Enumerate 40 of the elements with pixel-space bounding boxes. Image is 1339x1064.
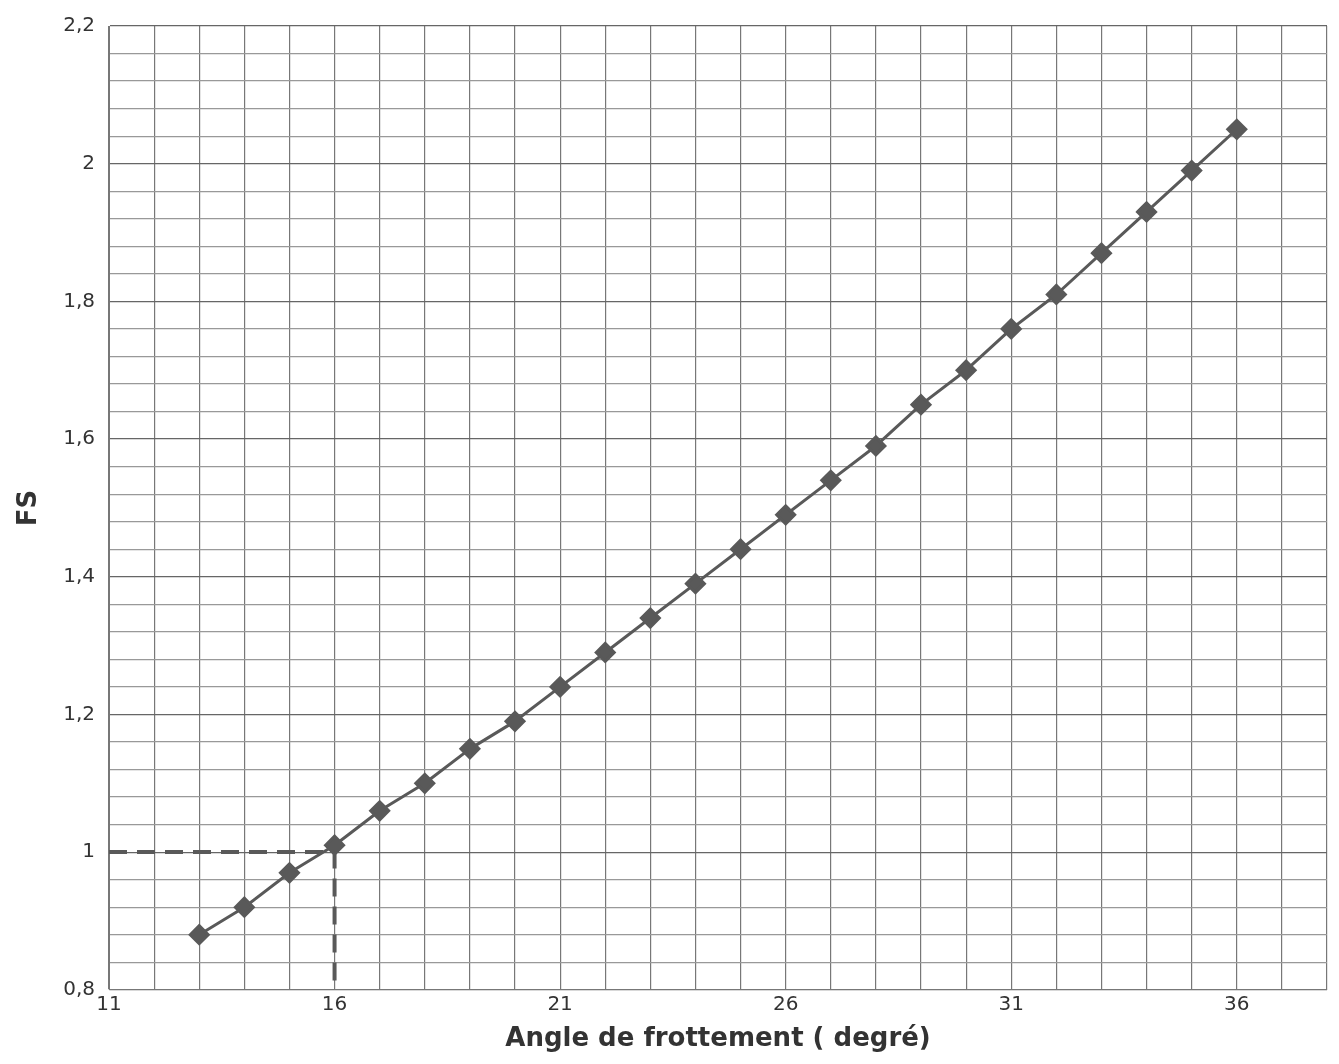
point [278, 862, 300, 884]
point [1181, 160, 1203, 182]
point [639, 607, 661, 629]
y-tick-label: 0,8 [63, 976, 96, 1000]
x-tick-label: 26 [772, 991, 799, 1015]
point [955, 359, 977, 381]
point [820, 469, 842, 491]
y-tick-label: 1,4 [63, 562, 96, 587]
y-tick-label: 1,6 [63, 425, 96, 450]
y-tick-label: 1 [82, 838, 96, 863]
point [233, 896, 255, 918]
point [369, 800, 391, 822]
y-tick-label: 2,2 [63, 12, 96, 37]
point [1226, 118, 1248, 140]
y-axis-title: FS [12, 489, 43, 527]
point [1045, 283, 1067, 305]
point [549, 676, 571, 698]
point [775, 504, 797, 526]
point [594, 641, 616, 663]
point [910, 394, 932, 416]
point [684, 573, 706, 595]
point [865, 435, 887, 457]
y-tick-label: 1,8 [63, 287, 96, 312]
y-tick-label: 2 [82, 149, 96, 174]
point [188, 924, 210, 946]
point [1090, 242, 1112, 264]
point [459, 738, 481, 760]
y-tick-label: 1,2 [63, 700, 96, 725]
point [730, 538, 752, 560]
x-tick-label: 31 [998, 991, 1024, 1015]
x-tick-label: 36 [1224, 991, 1250, 1015]
point [1136, 201, 1158, 223]
point [324, 834, 346, 856]
x-tick-label: 16 [321, 991, 348, 1015]
point [1000, 318, 1022, 340]
x-tick-label: 11 [96, 991, 122, 1015]
x-axis-title: Angle de frottement ( degré) [505, 1022, 931, 1053]
x-tick-label: 21 [547, 991, 573, 1015]
point [414, 772, 436, 794]
point [504, 710, 526, 732]
